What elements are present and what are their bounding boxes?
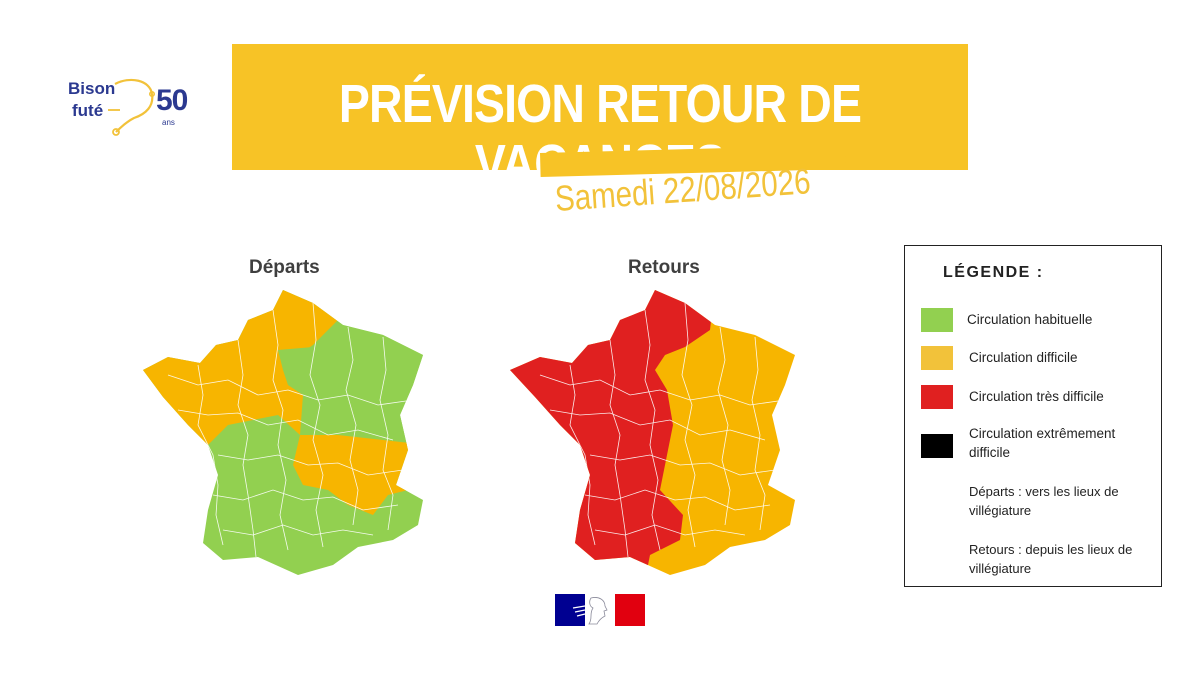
map-departs (143, 290, 423, 575)
legend-label: Circulation extrêmement difficile (969, 426, 1116, 460)
legend-swatch-red (921, 385, 953, 409)
legend-swatch-yellow (921, 346, 953, 370)
legend-label: Circulation très difficile (969, 389, 1104, 404)
map-title-departs: Départs (249, 257, 320, 278)
legend-note-departs: Départs : vers les lieux de villégiature (969, 484, 1119, 518)
legend-note-retours: Retours : depuis les lieux de villégiatu… (969, 542, 1133, 576)
bison-fute-logo: Bison futé 50 ans (60, 70, 200, 140)
legend-title: LÉGENDE : (943, 264, 1044, 281)
logo-swirl-icon (108, 78, 156, 136)
legend-box: LÉGENDE : Circulation habituelle Circula… (904, 245, 1162, 587)
legend-label: Circulation habituelle (967, 312, 1093, 327)
map-title-retours: Retours (628, 257, 700, 278)
departs-zone-center (278, 347, 318, 395)
departs-zone-northeast (308, 320, 423, 445)
logo-suffix: ans (162, 118, 175, 127)
marianne-logo-icon (555, 594, 645, 626)
legend-swatch-green (921, 308, 953, 332)
title-banner: PRÉVISION RETOUR DE VACANCES (232, 44, 968, 194)
logo-number: 50 (156, 84, 188, 117)
logo-text: Bison futé (68, 78, 115, 122)
logo-line2: futé (72, 101, 104, 120)
legend-swatch-black (921, 434, 953, 458)
map-retours (510, 290, 795, 575)
departs-zone-southeast (293, 435, 423, 515)
logo-line1: Bison (68, 79, 116, 98)
legend-label: Circulation difficile (969, 350, 1078, 365)
